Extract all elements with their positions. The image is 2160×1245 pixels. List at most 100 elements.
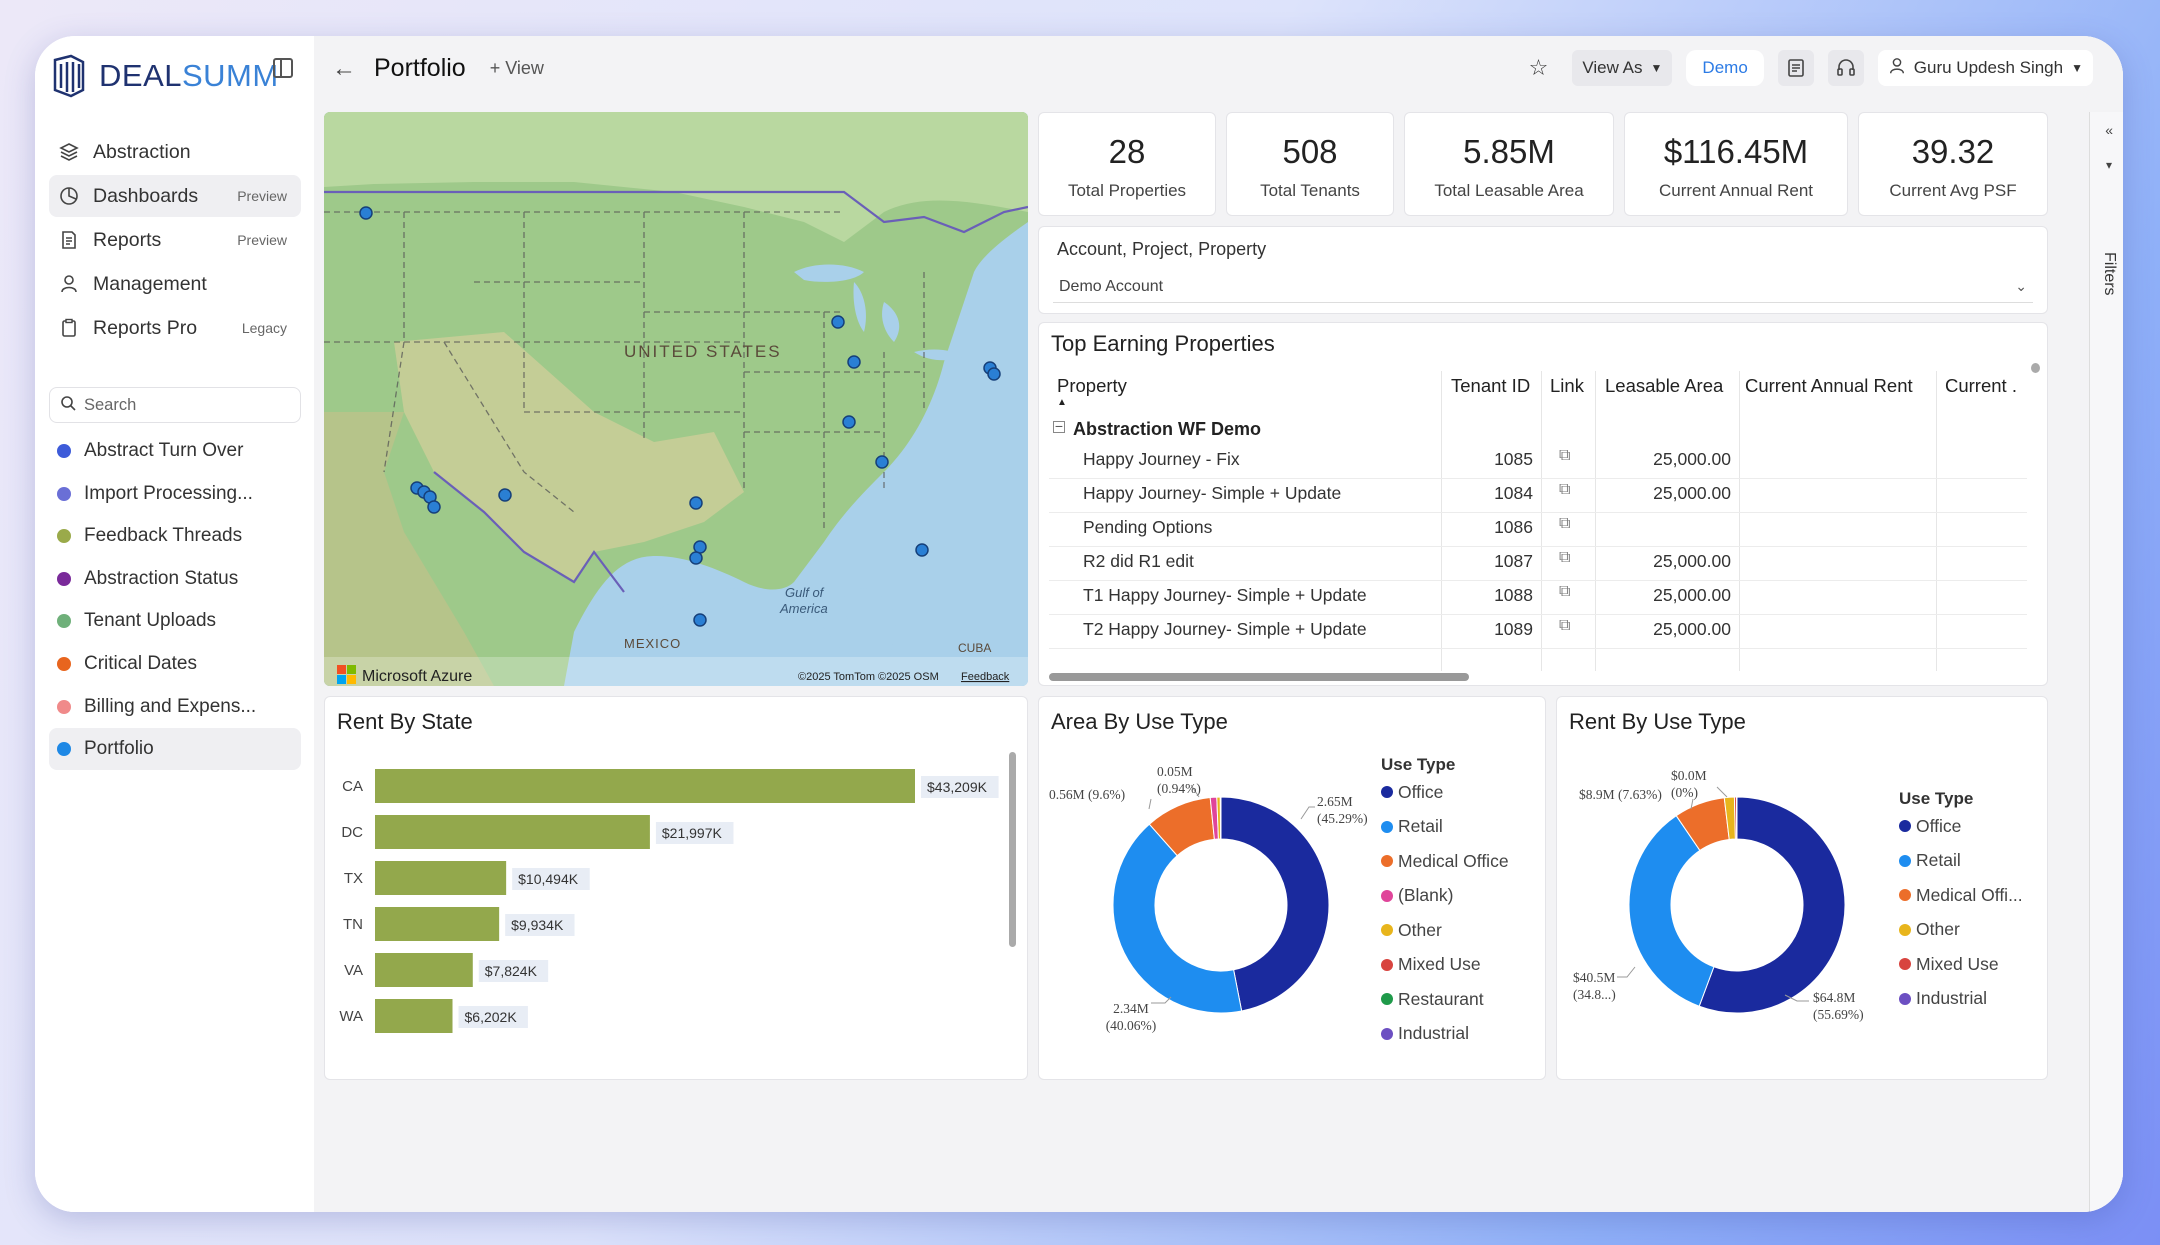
kpi-current-annual-rent[interactable]: $116.45M Current Annual Rent — [1624, 112, 1848, 216]
col-header-link[interactable]: Link — [1550, 375, 1584, 396]
report-label: Portfolio — [84, 738, 154, 760]
nav-item-management[interactable]: Management — [49, 263, 301, 305]
legend-item[interactable]: Office — [1381, 775, 1509, 810]
filter-icon: ▾ — [2105, 158, 2112, 172]
legend-item[interactable]: Industrial — [1381, 1017, 1509, 1052]
donut-slice[interactable] — [1735, 796, 1738, 840]
bar[interactable] — [375, 861, 507, 895]
leader-line — [1690, 798, 1694, 810]
bar[interactable] — [375, 953, 473, 987]
bar-label-bg — [458, 1006, 528, 1028]
table-row[interactable]: T1 Happy Journey- Simple + Update 1088 ⧉ 25… — [1039, 581, 2047, 615]
nav-item-abstraction[interactable]: Abstraction — [49, 131, 301, 173]
report-item[interactable]: Billing and Expens... — [49, 686, 301, 728]
link-icon[interactable]: ⧉ — [1559, 617, 1571, 634]
chart-scrollbar[interactable] — [1009, 752, 1016, 947]
headset-icon[interactable] — [1827, 50, 1864, 86]
legend-item[interactable]: Mixed Use — [1381, 948, 1509, 983]
donut-slice[interactable] — [1628, 815, 1715, 1007]
col-header-current[interactable]: Current . — [1945, 375, 2017, 396]
bar[interactable] — [375, 815, 650, 849]
chart-title: Rent By Use Type — [1569, 709, 1746, 734]
vertical-scrollbar[interactable] — [2031, 363, 2040, 373]
map-feedback-link[interactable]: Feedback — [961, 671, 1010, 683]
view-as-label: View As — [1582, 58, 1643, 77]
legend-item[interactable]: Retail — [1381, 810, 1509, 845]
kpi-current-avg-psf[interactable]: 39.32 Current Avg PSF — [1858, 112, 2048, 216]
sidebar-toggle-icon[interactable] — [273, 58, 293, 78]
col-header-tenant-id[interactable]: Tenant ID — [1451, 375, 1531, 396]
report-item[interactable]: Import Processing... — [49, 473, 301, 515]
table-row[interactable]: Happy Journey - Fix 1085 ⧉ 25,000.00 — [1039, 445, 2047, 479]
legend-item[interactable]: Medical Office — [1381, 844, 1509, 879]
legend-item[interactable]: Industrial — [1899, 982, 2023, 1017]
report-item[interactable]: Feedback Threads — [49, 515, 301, 557]
link-icon[interactable]: ⧉ — [1559, 481, 1571, 498]
back-arrow-icon[interactable]: ← — [332, 54, 356, 82]
report-item[interactable]: Abstract Turn Over — [49, 430, 301, 472]
collapse-group-icon[interactable]: − — [1053, 418, 1065, 434]
nav-item-dashboards[interactable]: Dashboards Preview — [49, 175, 301, 217]
report-item[interactable]: Abstraction Status — [49, 558, 301, 600]
search-placeholder: Search — [84, 395, 137, 414]
table-row[interactable]: Happy Journey- Simple + Update 1084 ⧉ 25,00… — [1039, 479, 2047, 513]
legend-swatch — [1899, 820, 1911, 833]
logo[interactable]: DEALSUMM — [49, 46, 279, 106]
preview-badge: Preview — [237, 188, 287, 204]
bar-category-label: CA — [342, 778, 363, 795]
nav-item-reports-pro[interactable]: Reports Pro Legacy — [49, 307, 301, 349]
table-row[interactable]: R2 did R1 edit 1087 ⧉ 25,000.00 — [1039, 547, 2047, 581]
legend-swatch — [1899, 854, 1911, 867]
legend-swatch — [1381, 1027, 1393, 1040]
report-item[interactable]: Critical Dates — [49, 643, 301, 685]
collapse-filters-icon[interactable]: « — [2105, 122, 2113, 138]
donut-slice[interactable] — [1112, 823, 1243, 1014]
legend-item[interactable]: Medical Offi... — [1899, 878, 2023, 913]
star-icon[interactable]: ☆ — [1528, 55, 1549, 80]
link-icon[interactable]: ⧉ — [1559, 447, 1571, 464]
legend-item[interactable]: Office — [1899, 809, 2023, 844]
report-color-dot — [57, 656, 71, 671]
legend-item[interactable]: Other — [1381, 913, 1509, 948]
col-header-property[interactable]: Property — [1057, 375, 1127, 396]
legend-item[interactable]: Other — [1899, 913, 2023, 948]
add-view-button[interactable]: + View — [489, 58, 544, 78]
demo-button[interactable]: Demo — [1686, 50, 1764, 86]
table-row[interactable]: Pending Options 1086 ⧉ — [1039, 513, 2047, 547]
link-icon[interactable]: ⧉ — [1559, 549, 1571, 566]
legend-swatch — [1899, 958, 1911, 971]
legend-item[interactable]: Retail — [1899, 844, 2023, 879]
legend-title: Use Type — [1381, 755, 1456, 774]
cell-tenant-id: 1085 — [1494, 449, 1533, 469]
donut-slice[interactable] — [1220, 796, 1330, 1012]
bar[interactable] — [375, 769, 915, 803]
filters-pane[interactable]: « ▾ Filters — [2089, 112, 2123, 1212]
report-item[interactable]: Tenant Uploads — [49, 600, 301, 642]
horizontal-scrollbar[interactable] — [1049, 673, 1469, 681]
legend-item[interactable]: (Blank) — [1381, 879, 1509, 914]
nav-item-reports[interactable]: Reports Preview — [49, 219, 301, 261]
group-row-label[interactable]: Abstraction WF Demo — [1073, 419, 1262, 439]
property-map[interactable]: UNITED STATES Gulf of America MEXICO CUB… — [324, 112, 1028, 686]
search-input[interactable]: Search — [49, 387, 301, 423]
bar[interactable] — [375, 999, 453, 1033]
user-menu[interactable]: Guru Updesh Singh ▼ — [1877, 50, 2093, 86]
cell-property: Happy Journey - Fix — [1083, 449, 1240, 469]
legend-item[interactable]: Mixed Use — [1899, 947, 2023, 982]
report-item[interactable]: Portfolio — [49, 728, 301, 771]
donut-slice[interactable] — [1698, 796, 1846, 1014]
view-as-dropdown[interactable]: View As ▼ — [1572, 50, 1673, 86]
col-header-leasable-area[interactable]: Leasable Area — [1605, 375, 1724, 396]
kpi-total-properties[interactable]: 28 Total Properties — [1038, 112, 1216, 216]
kpi-label: Total Tenants — [1260, 181, 1360, 200]
kpi-total-leasable-area[interactable]: 5.85M Total Leasable Area — [1404, 112, 1614, 216]
table-row[interactable]: T2 Happy Journey- Simple + Update 1089 ⧉ 25… — [1039, 615, 2047, 649]
col-header-current-annual-rent[interactable]: Current Annual Rent — [1745, 375, 1913, 396]
slicer-dropdown[interactable]: Demo Account ⌄ — [1053, 271, 2033, 303]
link-icon[interactable]: ⧉ — [1559, 583, 1571, 600]
notes-icon[interactable] — [1777, 50, 1814, 86]
kpi-total-tenants[interactable]: 508 Total Tenants — [1226, 112, 1394, 216]
legend-item[interactable]: Restaurant — [1381, 982, 1509, 1017]
bar[interactable] — [375, 907, 500, 941]
link-icon[interactable]: ⧉ — [1559, 515, 1571, 532]
